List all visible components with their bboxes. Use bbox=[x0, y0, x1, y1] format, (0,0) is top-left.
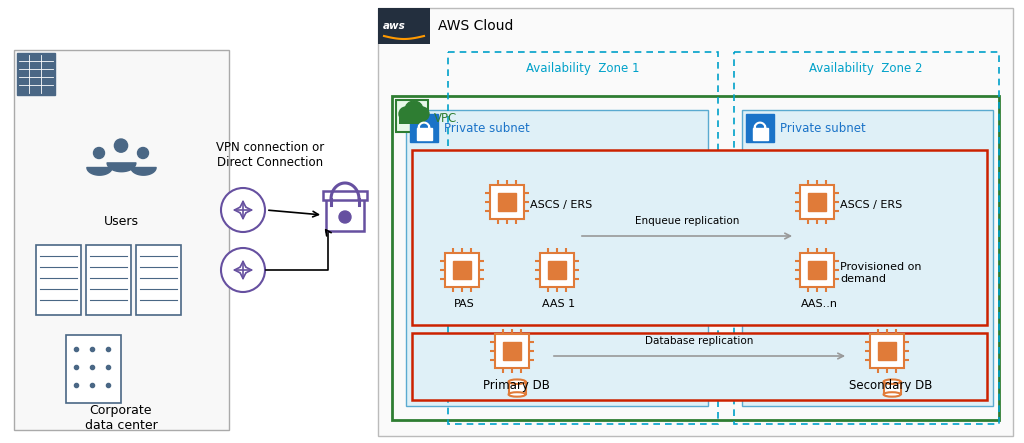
FancyBboxPatch shape bbox=[808, 193, 826, 211]
Circle shape bbox=[221, 188, 265, 232]
FancyBboxPatch shape bbox=[136, 245, 181, 315]
Text: Secondary DB: Secondary DB bbox=[849, 380, 933, 392]
FancyBboxPatch shape bbox=[495, 334, 529, 368]
Text: Availability  Zone 2: Availability Zone 2 bbox=[809, 62, 923, 74]
FancyBboxPatch shape bbox=[878, 342, 896, 360]
FancyBboxPatch shape bbox=[410, 114, 438, 142]
FancyBboxPatch shape bbox=[66, 335, 121, 403]
Text: aws: aws bbox=[383, 21, 406, 31]
Text: Users: Users bbox=[103, 215, 138, 228]
FancyBboxPatch shape bbox=[503, 342, 521, 360]
Ellipse shape bbox=[509, 392, 525, 396]
FancyBboxPatch shape bbox=[490, 185, 524, 219]
Circle shape bbox=[415, 107, 429, 121]
FancyBboxPatch shape bbox=[417, 128, 432, 140]
Text: ASCS / ERS: ASCS / ERS bbox=[530, 200, 592, 210]
FancyBboxPatch shape bbox=[445, 253, 479, 287]
FancyBboxPatch shape bbox=[509, 382, 525, 394]
FancyBboxPatch shape bbox=[378, 8, 430, 44]
FancyBboxPatch shape bbox=[326, 199, 364, 231]
Ellipse shape bbox=[884, 392, 900, 396]
FancyBboxPatch shape bbox=[412, 150, 987, 325]
Ellipse shape bbox=[509, 380, 525, 384]
FancyBboxPatch shape bbox=[323, 191, 367, 200]
FancyBboxPatch shape bbox=[548, 260, 566, 280]
Ellipse shape bbox=[884, 380, 900, 384]
Text: Private subnet: Private subnet bbox=[780, 121, 865, 135]
Text: PAS: PAS bbox=[454, 299, 474, 309]
Text: AAS 1: AAS 1 bbox=[543, 299, 575, 309]
Text: Primary DB: Primary DB bbox=[482, 380, 550, 392]
FancyBboxPatch shape bbox=[378, 8, 1013, 436]
Circle shape bbox=[137, 148, 148, 159]
FancyBboxPatch shape bbox=[746, 114, 774, 142]
FancyBboxPatch shape bbox=[396, 100, 428, 132]
FancyBboxPatch shape bbox=[86, 245, 131, 315]
FancyBboxPatch shape bbox=[808, 260, 826, 280]
FancyBboxPatch shape bbox=[399, 114, 425, 124]
Text: Enqueue replication: Enqueue replication bbox=[635, 216, 739, 226]
FancyBboxPatch shape bbox=[870, 334, 904, 368]
FancyBboxPatch shape bbox=[412, 333, 987, 400]
Text: Corporate
data center: Corporate data center bbox=[85, 404, 158, 432]
Circle shape bbox=[399, 107, 413, 121]
Text: AWS Cloud: AWS Cloud bbox=[438, 19, 513, 33]
FancyBboxPatch shape bbox=[800, 185, 834, 219]
Text: VPN connection or
Direct Connection: VPN connection or Direct Connection bbox=[216, 141, 325, 169]
Text: ASCS / ERS: ASCS / ERS bbox=[840, 200, 902, 210]
FancyBboxPatch shape bbox=[498, 193, 516, 211]
FancyBboxPatch shape bbox=[742, 110, 993, 406]
FancyBboxPatch shape bbox=[884, 382, 900, 394]
FancyBboxPatch shape bbox=[540, 253, 574, 287]
Circle shape bbox=[115, 139, 128, 152]
FancyBboxPatch shape bbox=[453, 260, 471, 280]
Text: VPC: VPC bbox=[434, 112, 458, 124]
Text: Availability  Zone 1: Availability Zone 1 bbox=[526, 62, 640, 74]
Circle shape bbox=[406, 101, 423, 119]
Text: Private subnet: Private subnet bbox=[444, 121, 529, 135]
FancyBboxPatch shape bbox=[17, 53, 55, 95]
FancyBboxPatch shape bbox=[800, 253, 834, 287]
Circle shape bbox=[93, 148, 104, 159]
FancyBboxPatch shape bbox=[14, 50, 229, 430]
FancyBboxPatch shape bbox=[36, 245, 81, 315]
FancyBboxPatch shape bbox=[753, 128, 768, 140]
Text: Provisioned on
demand: Provisioned on demand bbox=[840, 262, 922, 284]
Circle shape bbox=[339, 211, 351, 223]
Text: Database replication: Database replication bbox=[645, 336, 754, 346]
Circle shape bbox=[221, 248, 265, 292]
FancyBboxPatch shape bbox=[406, 110, 708, 406]
Text: AAS..n: AAS..n bbox=[801, 299, 838, 309]
